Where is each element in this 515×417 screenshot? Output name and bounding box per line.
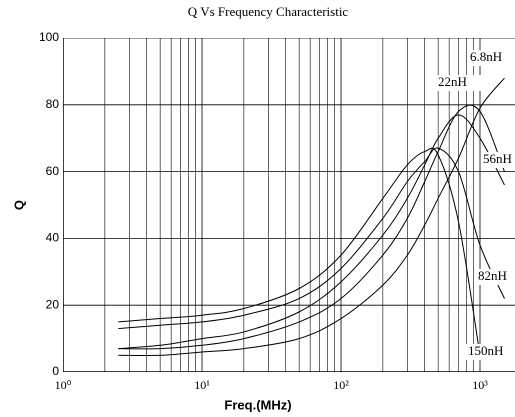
series-label-bg [468, 50, 515, 66]
series-line [118, 147, 481, 356]
series-label: 82nH [478, 268, 507, 283]
series-label: 56nH [483, 151, 512, 166]
x-tick-label: 10² [333, 378, 349, 392]
x-tick-label: 10¹ [194, 378, 210, 392]
series-line [118, 147, 505, 330]
series-label: 6.8nH [470, 49, 502, 64]
chart-title: Q Vs Frequency Characteristic [188, 4, 349, 19]
series-line [118, 77, 505, 357]
plot-area [63, 38, 515, 372]
x-tick-label: 10⁰ [55, 378, 72, 392]
y-tick-label: 40 [46, 231, 60, 245]
y-tick-label: 0 [52, 364, 59, 378]
y-tick-label: 80 [46, 97, 60, 111]
series-label: 150nH [468, 343, 503, 358]
series-line [118, 104, 505, 350]
series-line [118, 114, 505, 350]
series-label-bg [436, 75, 488, 91]
y-axis-label: Q [11, 200, 26, 210]
x-axis-label: Freq.(MHz) [224, 397, 291, 412]
x-tick-label: 10³ [472, 378, 488, 392]
series-label-bg [476, 269, 515, 285]
series-label-bg [466, 344, 515, 360]
series-label-bg [481, 152, 515, 168]
y-tick-label: 20 [46, 297, 60, 311]
series-label: 22nH [438, 74, 467, 89]
y-tick-label: 60 [46, 164, 60, 178]
y-tick-label: 100 [39, 30, 59, 44]
